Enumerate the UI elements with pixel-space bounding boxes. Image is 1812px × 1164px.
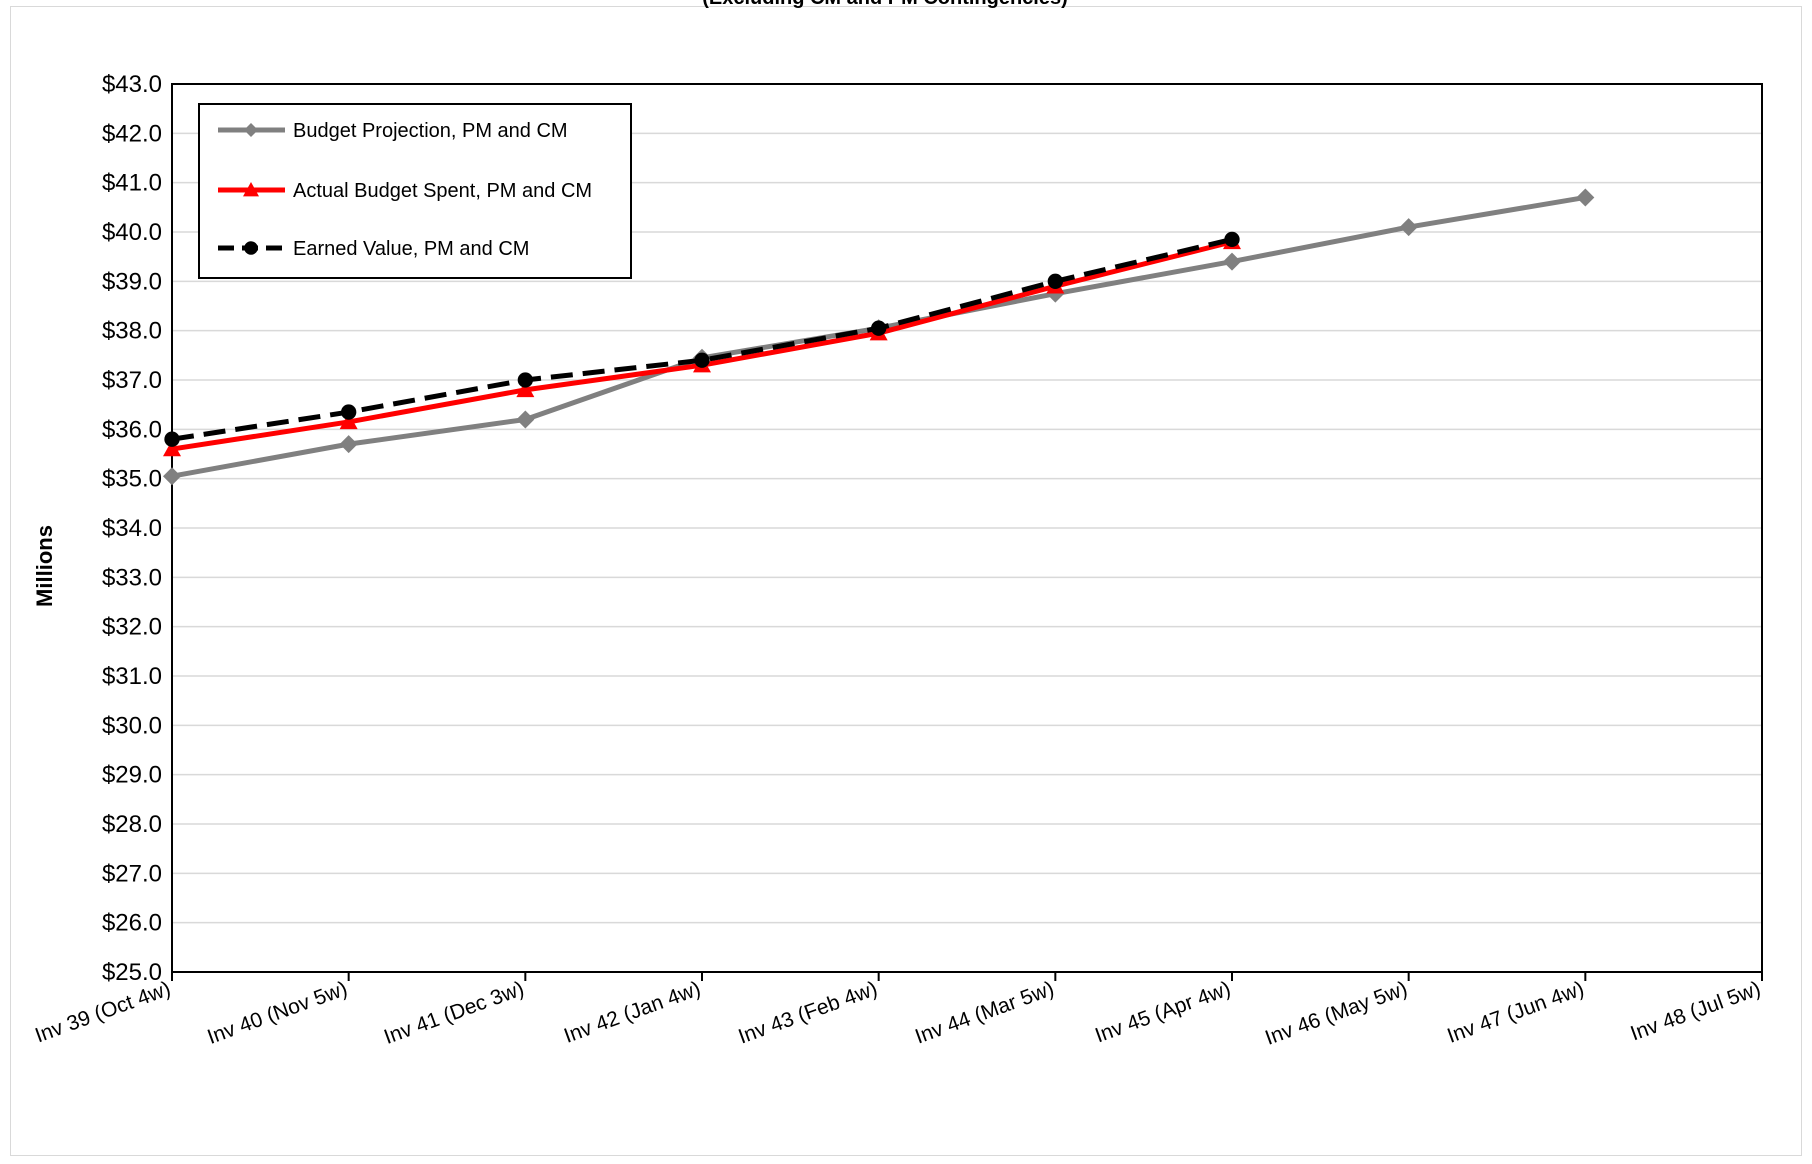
x-tick-label: Inv 44 (Mar 5w) [912,977,1057,1049]
y-tick-label: $43.0 [102,71,162,98]
y-tick-label: $42.0 [102,120,162,147]
y-axis-ticks: $25.0 $26.0 $27.0 $28.0 $29.0 $30.0 $31.0 $32.0… [102,71,162,986]
y-tick-label: $32.0 [102,614,162,641]
data-point [339,412,358,430]
data-point [1576,188,1595,207]
legend-label: Budget Projection, PM and CM [293,120,568,142]
y-tick-label: $27.0 [102,860,162,887]
legend-label: Earned Value, PM and CM [293,238,529,260]
data-point [339,435,358,454]
data-point [516,410,535,429]
chart-title: (Excluding CM and PM Contingencies) [702,0,1068,9]
x-tick-label: Inv 40 (Nov 5w) [204,977,350,1049]
data-point [517,372,533,388]
y-tick-label: $38.0 [102,318,162,345]
data-point [163,440,181,457]
x-tick-label: Inv 41 (Dec 3w) [381,977,527,1049]
plot-area [171,83,1763,973]
data-point [1223,252,1241,271]
data-point [1224,231,1240,248]
y-tick-label: $26.0 [102,910,162,937]
data-point [341,404,357,420]
x-tick-label: Inv 45 (Apr 4w) [1092,977,1234,1047]
y-tick-label: $37.0 [102,367,162,394]
y-tick-label: $31.0 [102,663,162,690]
y-axis-title: Millions [32,525,57,607]
data-point [163,467,181,486]
x-tick-label: Inv 39 (Oct 4w) [32,977,174,1047]
data-point [871,320,887,336]
y-tick-label: $39.0 [102,268,162,295]
data-point [1399,218,1418,237]
data-point [164,431,180,447]
y-tick-label: $25.0 [102,959,162,986]
y-tick-label: $35.0 [102,466,162,493]
x-tick-label: Inv 42 (Jan 4w) [561,977,704,1048]
data-point [1047,273,1063,289]
y-tick-label: $33.0 [102,564,162,591]
data-point [516,380,535,398]
y-tick-label: $30.0 [102,712,162,739]
y-tick-label: $28.0 [102,811,162,838]
y-tick-label: $29.0 [102,762,162,789]
x-tick-label: Inv 43 (Feb 4w) [735,977,880,1049]
x-tick-label: Inv 46 (May 5w) [1262,977,1410,1050]
y-tick-label: $41.0 [102,170,162,197]
y-tick-label: $34.0 [102,515,162,542]
y-tick-label: $40.0 [102,219,162,246]
legend: Budget Projection, PM and CM Actual Budge… [198,103,632,279]
x-tick-label: Inv 47 (Jun 4w) [1444,977,1587,1048]
x-axis-ticks: Inv 39 (Oct 4w) Inv 40 (Nov 5w) Inv 41 (De… [32,972,1764,1050]
x-tick-label: Inv 48 (Jul 5w) [1628,977,1764,1045]
legend-label: Actual Budget Spent, PM and CM [293,180,592,202]
data-point [694,352,710,368]
series-group [163,188,1595,486]
legend-swatch-marker [244,241,258,255]
legend-swatch-marker [243,182,259,197]
legend-swatch-marker [244,123,258,137]
y-tick-label: $36.0 [102,416,162,443]
